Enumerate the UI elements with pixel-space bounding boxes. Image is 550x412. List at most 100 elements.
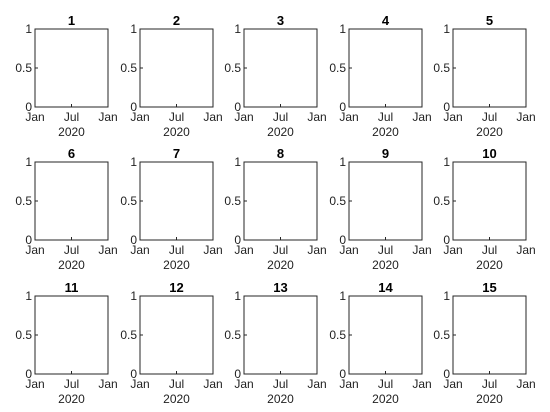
- x-tick-label: Jul: [64, 110, 79, 124]
- y-tick-label: 0.5: [15, 61, 32, 75]
- y-tick-label: 0: [25, 100, 32, 114]
- y-tick-label: 0.5: [120, 328, 137, 342]
- panel-title: 5: [486, 13, 493, 28]
- axes-frame: [34, 161, 109, 241]
- y-tick-label: 0.5: [15, 194, 32, 208]
- y-tick-label: 0: [339, 233, 346, 247]
- panel-title: 12: [169, 280, 183, 295]
- panel-15: 0 0.5 1 Jan Jul Jan 2020 15: [433, 280, 535, 406]
- x-axis-label: 2020: [267, 258, 294, 272]
- y-tick-label: 0.5: [329, 194, 346, 208]
- panel-1: 0 0.5 1 Jan Jul Jan 2020 1: [15, 13, 117, 139]
- y-tick-label: 0.5: [433, 328, 450, 342]
- y-tick-label: 1: [25, 155, 32, 169]
- axes-frame: [243, 28, 318, 108]
- x-tick-label: Jan: [203, 110, 222, 124]
- x-tick-label: Jul: [64, 243, 79, 257]
- panel-3: 0 0.5 1 Jan Jul Jan 2020 3: [224, 13, 326, 139]
- x-tick-label: Jan: [130, 110, 149, 124]
- x-tick-label: Jan: [98, 243, 117, 257]
- panel-7: 0 0.5 1 Jan Jul Jan 2020 7: [120, 146, 222, 272]
- panel-9: 0 0.5 1 Jan Jul Jan 2020 9: [329, 146, 431, 272]
- x-tick-label: Jul: [273, 243, 288, 257]
- x-tick-label: Jul: [482, 377, 497, 391]
- panel-title: 15: [482, 280, 496, 295]
- x-tick-label: Jul: [169, 110, 184, 124]
- x-axis-label: 2020: [476, 125, 503, 139]
- panel-14: 0 0.5 1 Jan Jul Jan 2020 14: [329, 280, 431, 406]
- x-axis-label: 2020: [267, 392, 294, 406]
- y-tick-label: 1: [339, 22, 346, 36]
- x-tick-label: Jan: [339, 243, 358, 257]
- panel-8: 0 0.5 1 Jan Jul Jan 2020 8: [224, 146, 326, 272]
- x-tick-label: Jan: [412, 110, 431, 124]
- x-axis-label: 2020: [372, 258, 399, 272]
- y-tick-label: 1: [234, 289, 241, 303]
- y-tick-label: 1: [130, 289, 137, 303]
- panel-4: 0 0.5 1 Jan Jul Jan 2020 4: [329, 13, 431, 139]
- axes-frame: [34, 28, 109, 108]
- axes-frame: [452, 161, 527, 241]
- panel-title: 11: [65, 280, 79, 295]
- panel-10: 0 0.5 1 Jan Jul Jan 2020 10: [433, 146, 535, 272]
- x-tick-label: Jul: [482, 243, 497, 257]
- x-tick-label: Jan: [234, 377, 253, 391]
- panel-title: 4: [382, 13, 390, 28]
- panel-title: 7: [173, 146, 180, 161]
- axes-frame: [243, 161, 318, 241]
- axes-frame: [348, 161, 423, 241]
- y-tick-label: 0: [339, 367, 346, 381]
- y-tick-label: 0.5: [224, 194, 241, 208]
- panel-title: 3: [277, 13, 284, 28]
- y-tick-label: 1: [130, 155, 137, 169]
- panel-title: 6: [68, 146, 75, 161]
- y-tick-label: 0.5: [120, 194, 137, 208]
- y-tick-label: 0.5: [329, 328, 346, 342]
- y-tick-label: 0: [130, 233, 137, 247]
- x-tick-label: Jul: [482, 110, 497, 124]
- panel-5: 0 0.5 1 Jan Jul Jan 2020 5: [433, 13, 535, 139]
- x-tick-label: Jan: [98, 110, 117, 124]
- x-tick-label: Jan: [339, 377, 358, 391]
- panel-title: 10: [482, 146, 496, 161]
- y-tick-label: 0.5: [433, 194, 450, 208]
- x-tick-label: Jan: [25, 243, 44, 257]
- y-tick-label: 0: [234, 100, 241, 114]
- y-tick-label: 0.5: [224, 328, 241, 342]
- axes-frame: [139, 161, 214, 241]
- x-axis-label: 2020: [372, 125, 399, 139]
- x-axis-label: 2020: [58, 258, 85, 272]
- x-tick-label: Jan: [307, 243, 326, 257]
- panel-title: 9: [382, 146, 389, 161]
- x-tick-label: Jan: [516, 110, 535, 124]
- y-tick-label: 0: [234, 367, 241, 381]
- x-tick-label: Jul: [378, 110, 393, 124]
- axes-frame: [348, 295, 423, 375]
- x-tick-label: Jan: [98, 377, 117, 391]
- x-axis-label: 2020: [58, 125, 85, 139]
- x-tick-label: Jan: [516, 377, 535, 391]
- x-axis-label: 2020: [476, 392, 503, 406]
- y-tick-label: 1: [234, 22, 241, 36]
- axes-frame: [348, 28, 423, 108]
- y-tick-label: 0: [130, 100, 137, 114]
- panel-title: 2: [173, 13, 180, 28]
- y-tick-label: 0: [234, 233, 241, 247]
- axes-frame: [139, 28, 214, 108]
- x-tick-label: Jan: [412, 377, 431, 391]
- y-tick-label: 0: [443, 233, 450, 247]
- axes-frame: [452, 295, 527, 375]
- x-tick-label: Jan: [25, 110, 44, 124]
- x-axis-label: 2020: [267, 125, 294, 139]
- x-tick-label: Jan: [443, 110, 462, 124]
- x-tick-label: Jul: [64, 377, 79, 391]
- y-tick-label: 1: [339, 155, 346, 169]
- axes-frame: [34, 295, 109, 375]
- y-tick-label: 1: [25, 289, 32, 303]
- y-tick-label: 0.5: [329, 61, 346, 75]
- y-tick-label: 0: [339, 100, 346, 114]
- x-tick-label: Jul: [169, 243, 184, 257]
- x-tick-label: Jan: [307, 110, 326, 124]
- axes-frame: [243, 295, 318, 375]
